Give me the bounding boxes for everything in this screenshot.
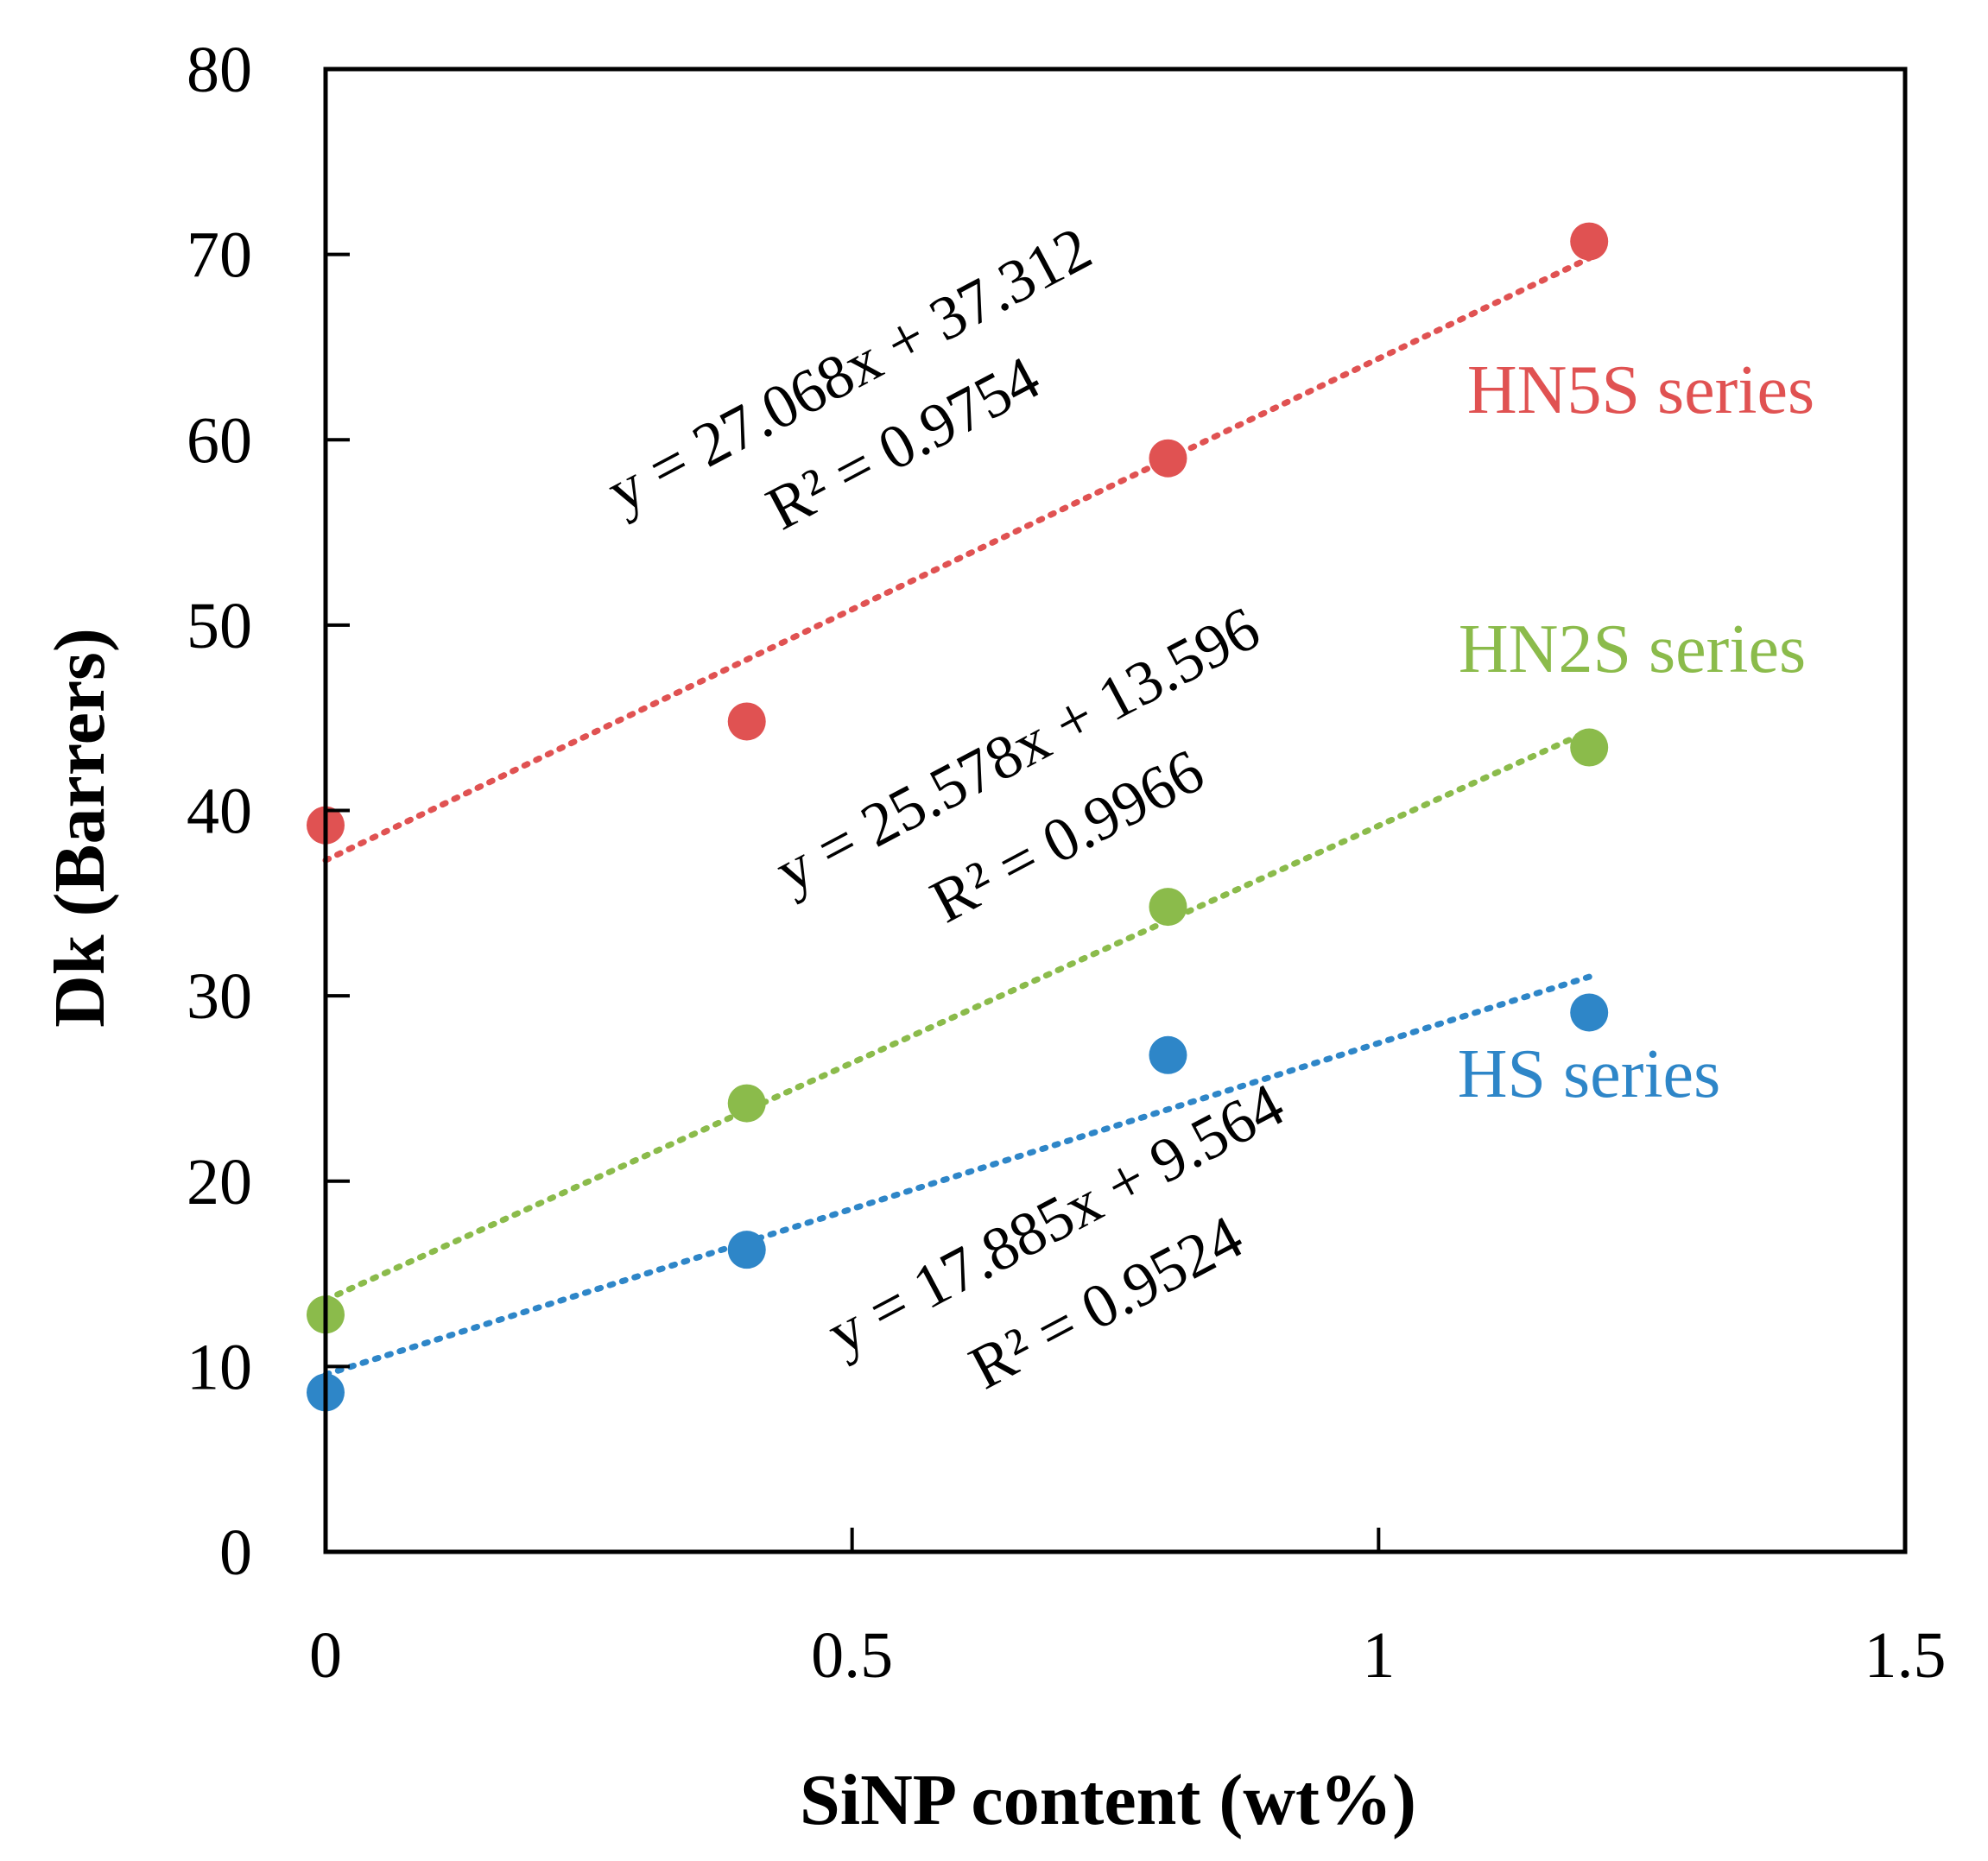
- x-axis-title: SiNP content (wt%): [800, 1760, 1416, 1840]
- data-point: [1570, 222, 1609, 261]
- data-point: [1149, 439, 1187, 478]
- y-tick-label: 40: [187, 775, 252, 848]
- data-point: [1570, 728, 1609, 767]
- data-point: [1149, 888, 1187, 927]
- y-tick-label: 0: [219, 1516, 252, 1589]
- x-tick-label: 0.5: [811, 1619, 893, 1692]
- points-group: [307, 222, 1609, 1412]
- data-point: [727, 1084, 766, 1123]
- y-axis-title: Dk (Barrers): [40, 628, 120, 1028]
- data-point: [727, 1231, 766, 1269]
- series-label: HN5S series: [1467, 352, 1814, 428]
- y-tick-label: 10: [187, 1331, 252, 1403]
- x-tick-label: 1: [1362, 1619, 1395, 1692]
- data-point: [1149, 1035, 1187, 1074]
- y-tick-label: 30: [187, 960, 252, 1033]
- x-axis-ticks: 0 0.5 1 1.5: [309, 1528, 1947, 1692]
- trendline: [322, 727, 1592, 1303]
- trendline: [322, 973, 1592, 1378]
- series-label: HS series: [1458, 1036, 1720, 1112]
- x-tick-label: 1.5: [1865, 1619, 1947, 1692]
- y-tick-label: 60: [187, 404, 252, 477]
- trendline: [322, 255, 1592, 864]
- trendlines-group: [322, 255, 1592, 1378]
- y-tick-label: 50: [187, 590, 252, 662]
- data-point: [727, 702, 766, 741]
- x-tick-label: 0: [309, 1619, 342, 1692]
- data-point: [1570, 993, 1609, 1032]
- series-label: HN2S series: [1459, 611, 1806, 687]
- y-tick-label: 20: [187, 1146, 252, 1219]
- y-axis-ticks: 0 10 20 30 40 50 60 70 80: [187, 34, 350, 1589]
- y-tick-label: 70: [187, 219, 252, 292]
- y-tick-label: 80: [187, 34, 252, 106]
